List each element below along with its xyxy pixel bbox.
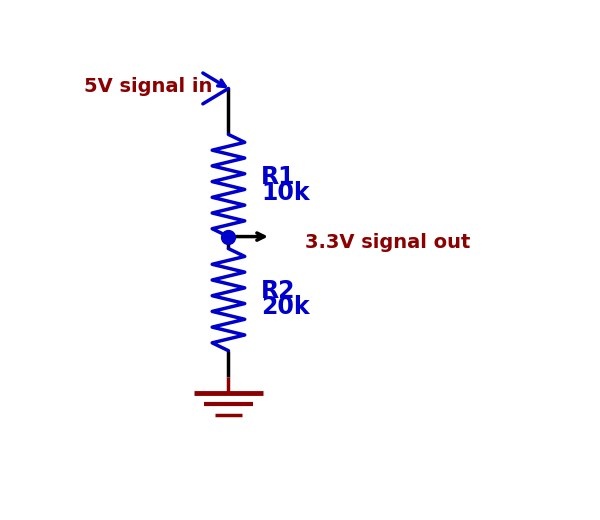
Point xyxy=(224,232,233,241)
Text: 3.3V signal out: 3.3V signal out xyxy=(305,233,470,252)
Text: R2: R2 xyxy=(261,279,296,303)
Text: 5V signal in: 5V signal in xyxy=(84,77,212,96)
Text: R1: R1 xyxy=(261,164,296,189)
Text: 20k: 20k xyxy=(261,295,310,319)
Text: 10k: 10k xyxy=(261,180,310,204)
